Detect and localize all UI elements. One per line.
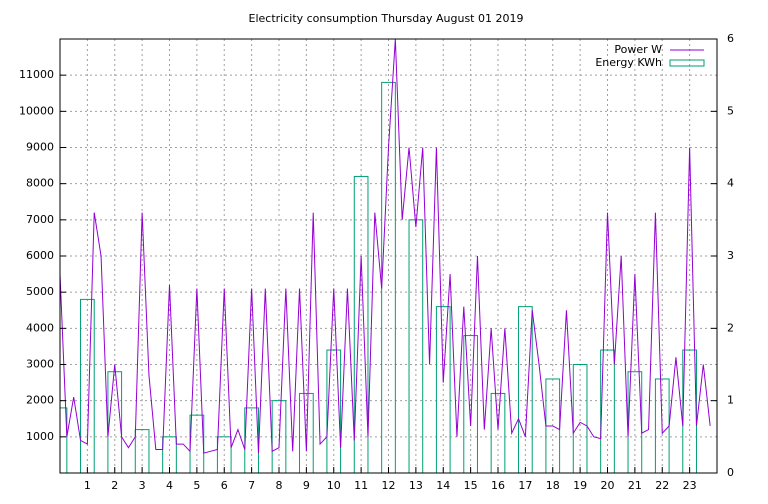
y-tick-label: 4000 bbox=[26, 321, 54, 334]
y-tick-label: 6000 bbox=[26, 249, 54, 262]
x-tick-label: 2 bbox=[111, 479, 118, 492]
y-tick-label: 9000 bbox=[26, 141, 54, 154]
x-tick-label: 14 bbox=[436, 479, 450, 492]
x-tick-label: 17 bbox=[518, 479, 532, 492]
y-tick-label: 5000 bbox=[26, 285, 54, 298]
x-tick-label: 21 bbox=[628, 479, 642, 492]
x-tick-label: 16 bbox=[491, 479, 505, 492]
y-tick-label: 11000 bbox=[19, 68, 54, 81]
x-tick-label: 7 bbox=[248, 479, 255, 492]
x-tick-label: 5 bbox=[193, 479, 200, 492]
y-tick-label: 7000 bbox=[26, 213, 54, 226]
y-tick-label: 2000 bbox=[26, 394, 54, 407]
x-tick-label: 13 bbox=[409, 479, 423, 492]
energy-box bbox=[60, 407, 68, 473]
y2-tick-label: 5 bbox=[727, 104, 734, 117]
legend-label: Power W bbox=[614, 43, 662, 56]
energy-box bbox=[463, 335, 478, 473]
y-tick-label: 1000 bbox=[26, 430, 54, 443]
energy-box bbox=[381, 81, 396, 473]
x-tick-label: 23 bbox=[683, 479, 697, 492]
y2-tick-label: 2 bbox=[727, 321, 734, 334]
x-tick-label: 18 bbox=[546, 479, 560, 492]
power-line bbox=[60, 39, 711, 454]
y-tick-label: 8000 bbox=[26, 177, 54, 190]
x-tick-label: 3 bbox=[139, 479, 146, 492]
y2-tick-label: 3 bbox=[727, 249, 734, 262]
x-tick-label: 10 bbox=[327, 479, 341, 492]
chart-title: Electricity consumption Thursday August … bbox=[249, 12, 524, 25]
y2-tick-label: 1 bbox=[727, 394, 734, 407]
energy-box bbox=[107, 371, 123, 473]
y2-tick-label: 4 bbox=[727, 177, 734, 190]
x-tick-label: 8 bbox=[276, 479, 283, 492]
energy-box bbox=[435, 306, 451, 473]
axes: 1000 2000 3000 4000 5000 6000 7000 8000 9000 1000… bbox=[19, 32, 734, 492]
y2-tick-label: 0 bbox=[727, 466, 734, 479]
x-tick-label: 11 bbox=[354, 479, 368, 492]
x-tick-label: 4 bbox=[166, 479, 173, 492]
energy-box bbox=[216, 436, 232, 473]
energy-box bbox=[353, 175, 369, 473]
energy-box bbox=[134, 429, 150, 473]
plot-border bbox=[59, 38, 718, 474]
x-tick-label: 19 bbox=[573, 479, 587, 492]
y2-tick-label: 6 bbox=[727, 32, 734, 45]
legend-swatch bbox=[669, 59, 705, 67]
x-tick-label: 12 bbox=[382, 479, 396, 492]
x-tick-label: 1 bbox=[84, 479, 91, 492]
x-tick-label: 6 bbox=[221, 479, 228, 492]
x-tick-label: 22 bbox=[655, 479, 669, 492]
energy-box bbox=[80, 298, 95, 473]
x-tick-label: 20 bbox=[601, 479, 615, 492]
energy-box bbox=[518, 306, 533, 473]
y-tick-label: 3000 bbox=[26, 358, 54, 371]
x-tick-label: 9 bbox=[303, 479, 310, 492]
energy-box bbox=[162, 436, 177, 473]
grid bbox=[60, 39, 717, 473]
legend-label: Energy KWh bbox=[595, 56, 662, 69]
x-tick-label: 15 bbox=[464, 479, 478, 492]
energy-box bbox=[572, 364, 588, 473]
energy-box bbox=[408, 219, 424, 473]
y-tick-label: 10000 bbox=[19, 104, 54, 117]
